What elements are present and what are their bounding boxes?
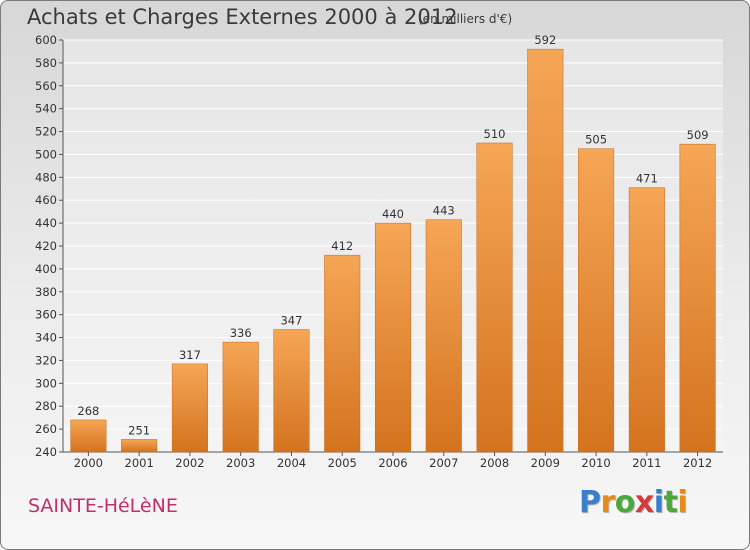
chart-title: Achats et Charges Externes 2000 à 2012 [27, 5, 458, 29]
x-tick-label: 2003 [226, 456, 255, 470]
bar-value-label: 440 [382, 207, 404, 221]
x-tick-label: 2006 [378, 456, 407, 470]
bar-value-label: 336 [230, 326, 252, 340]
y-tick-label: 340 [35, 331, 57, 345]
logo-letter: t [663, 485, 678, 520]
x-tick-label: 2012 [683, 456, 712, 470]
logo-letter: r [600, 485, 616, 520]
y-tick-label: 360 [35, 308, 57, 322]
bar-value-label: 471 [636, 172, 658, 186]
bar-value-label: 443 [433, 204, 455, 218]
bar [527, 48, 564, 453]
x-tick-label: 2001 [125, 456, 154, 470]
bar-value-label: 592 [534, 33, 556, 47]
x-tick-label: 2005 [328, 456, 357, 470]
bar-value-label: 509 [687, 128, 709, 142]
bar [476, 142, 513, 453]
bar-value-label: 412 [331, 239, 353, 253]
x-tick-label: 2010 [581, 456, 610, 470]
y-tick-label: 320 [35, 353, 57, 367]
x-tick-label: 2008 [480, 456, 509, 470]
bar [324, 254, 361, 453]
y-tick-label: 300 [35, 376, 57, 390]
logo-letter: i [653, 485, 664, 520]
logo-letter: P [579, 485, 601, 520]
bar-value-label: 347 [280, 314, 302, 328]
y-tick-label: 280 [35, 399, 57, 413]
chart-subtitle: (en milliers d'€) [418, 12, 513, 26]
plot-area: 240 260 280 300 320 340 360 380 400 420 440 460 480 5… [35, 33, 723, 470]
x-tick-label: 2009 [531, 456, 560, 470]
y-tick-label: 520 [35, 125, 57, 139]
bar [171, 363, 208, 453]
y-tick-label: 260 [35, 422, 57, 436]
x-tick-label: 2011 [632, 456, 661, 470]
y-tick-label: 560 [35, 79, 57, 93]
bar-value-label: 510 [484, 127, 506, 141]
y-tick-label: 240 [35, 445, 57, 459]
logo-letter: o [614, 485, 636, 520]
y-tick-label: 460 [35, 193, 57, 207]
bar [121, 439, 158, 453]
bar [679, 143, 716, 453]
bar [425, 219, 462, 453]
bar [578, 148, 615, 453]
bar [273, 329, 310, 453]
x-tick-label: 2000 [74, 456, 103, 470]
bar-value-label: 268 [77, 404, 99, 418]
x-tick-label: 2002 [175, 456, 204, 470]
y-tick-label: 600 [35, 33, 57, 47]
commune-name: SAINTE-HéLèNE [28, 495, 178, 517]
y-tick-label: 480 [35, 170, 57, 184]
y-tick-label: 380 [35, 285, 57, 299]
bar [222, 341, 259, 453]
y-tick-label: 580 [35, 56, 57, 70]
logo-letter: i [677, 485, 688, 520]
y-tick-label: 440 [35, 216, 57, 230]
y-tick-label: 500 [35, 147, 57, 161]
y-tick-label: 420 [35, 239, 57, 253]
x-tick-label: 2004 [277, 456, 306, 470]
logo-letter: x [634, 485, 654, 520]
bar [70, 419, 107, 453]
y-tick-label: 400 [35, 262, 57, 276]
bar-value-label: 317 [179, 348, 201, 362]
proxiti-logo: Proxiti [579, 485, 688, 520]
y-tick-label: 540 [35, 102, 57, 116]
bar [628, 187, 665, 453]
bar-value-label: 505 [585, 133, 607, 147]
bar [374, 222, 412, 453]
bar-value-label: 251 [128, 423, 150, 437]
x-tick-label: 2007 [429, 456, 458, 470]
